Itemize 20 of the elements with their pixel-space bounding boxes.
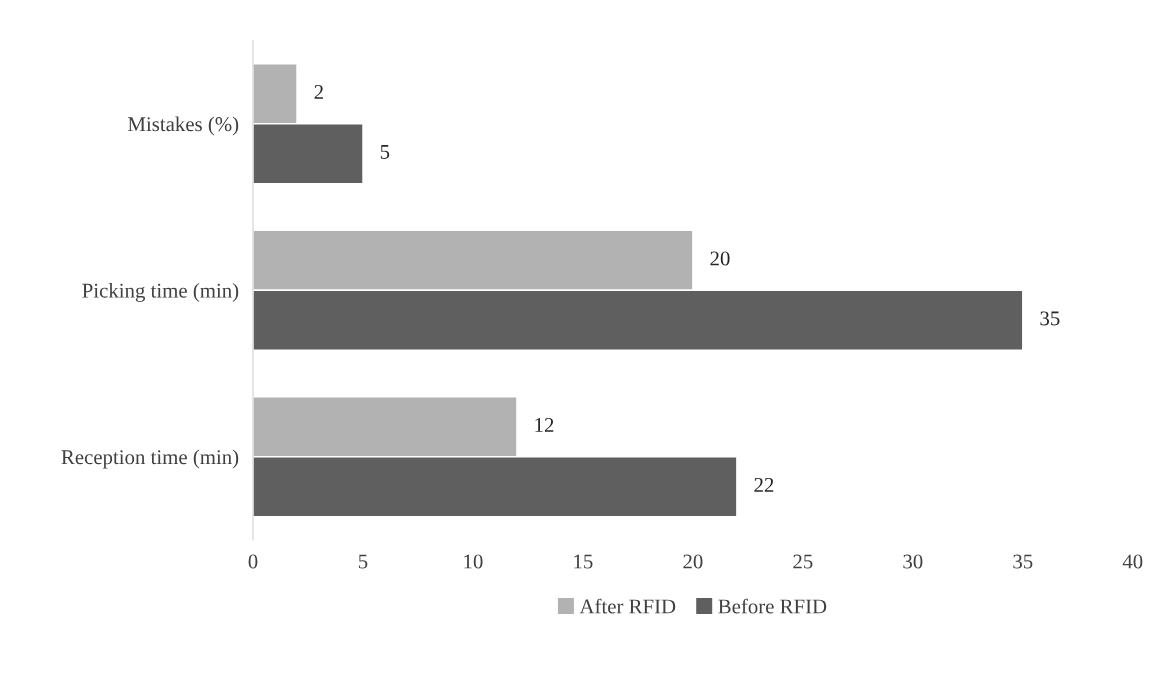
x-tick-label: 20 <box>683 554 703 569</box>
x-tick-label: 0 <box>248 554 258 569</box>
data-label: 5 <box>380 145 390 159</box>
legend-label: After RFID <box>579 598 676 614</box>
x-tick-label: 5 <box>358 554 368 569</box>
x-tick-label: 15 <box>574 554 593 569</box>
y-tick-label: Reception time (min) <box>61 449 239 469</box>
data-label: 20 <box>710 251 730 266</box>
x-tick-label: 30 <box>903 554 923 569</box>
legend-label: Before RFID <box>718 598 827 614</box>
data-label: 2 <box>314 84 323 99</box>
x-tick-label: 10 <box>464 554 483 569</box>
x-tick-label: 40 <box>1122 554 1143 569</box>
x-tick-label: 25 <box>793 554 813 569</box>
data-label: 12 <box>535 417 554 432</box>
x-tick-label: 35 <box>1013 554 1033 569</box>
y-tick-label: Mistakes (%) <box>128 116 239 136</box>
data-label: 22 <box>754 477 774 492</box>
data-label: 35 <box>1040 311 1060 326</box>
y-tick-label: Picking time (min) <box>82 283 239 302</box>
